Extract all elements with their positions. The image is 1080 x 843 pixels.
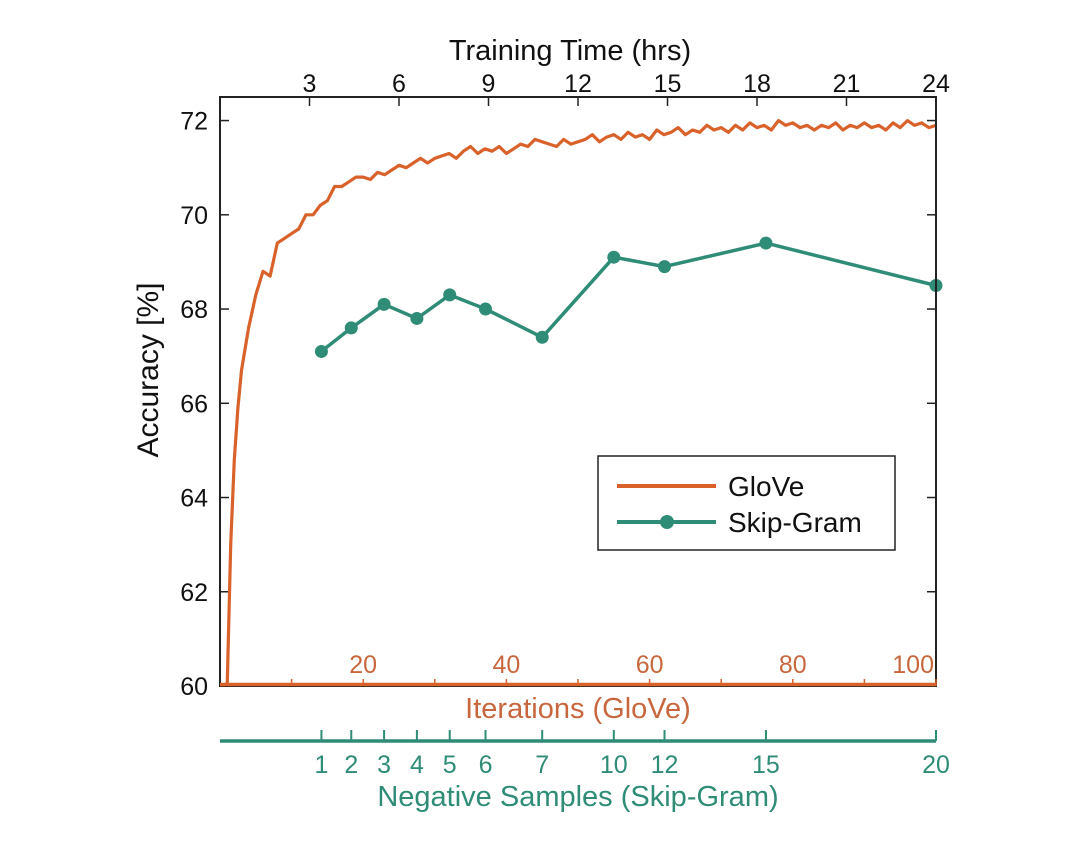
skipgram-point: [607, 250, 621, 264]
skipgram-point: [377, 297, 391, 311]
y-tick-label: 70: [180, 202, 208, 230]
skipgram-tick-label: 2: [344, 751, 358, 779]
y-axis-title: Accuracy [%]: [132, 282, 165, 457]
legend-glove-label: GloVe: [728, 471, 804, 502]
y-axis-ticks: 60 62 64 66 68 70 72: [180, 108, 936, 701]
skipgram-tick-label: 20: [922, 751, 950, 779]
y-tick-label: 66: [180, 390, 208, 418]
glove-axis-ticks: 20 40 60 80 100: [220, 651, 937, 687]
skipgram-tick-label: 12: [651, 751, 679, 779]
skipgram-tick-label: 1: [314, 751, 328, 779]
glove-tick-label: 80: [779, 651, 807, 679]
y-tick-label: 60: [180, 673, 208, 701]
skipgram-tick-label: 7: [535, 751, 549, 779]
legend-box: [597, 455, 896, 551]
top-tick-label: 12: [564, 70, 592, 98]
top-tick-label: 15: [654, 70, 682, 98]
skipgram-point: [759, 236, 773, 250]
y-tick-label: 68: [180, 296, 208, 324]
glove-series-line: [225, 118, 937, 687]
glove-axis-title: Iterations (GloVe): [465, 693, 691, 725]
y-tick-label: 72: [180, 108, 208, 136]
skipgram-axis-ticks: 1 2 3 4 5 6 7 10 12 15 20: [314, 730, 950, 779]
skipgram-series-line: [320, 241, 937, 353]
plot-frame: [219, 96, 937, 687]
skipgram-tick-label: 15: [752, 751, 780, 779]
skipgram-axis-title: Negative Samples (Skip-Gram): [377, 781, 778, 813]
skipgram-tick-label: 6: [479, 751, 493, 779]
legend: GloVe Skip-Gram: [597, 455, 896, 551]
skipgram-point: [410, 311, 424, 325]
skipgram-point: [443, 288, 457, 302]
legend-skipgram-marker: [660, 515, 674, 529]
glove-tick-label: 60: [636, 651, 664, 679]
skipgram-tick-label: 4: [410, 751, 424, 779]
skipgram-tick-label: 5: [443, 751, 457, 779]
glove-tick-label: 40: [492, 651, 520, 679]
top-axis-title: Training Time (hrs): [449, 35, 691, 67]
skipgram-point: [658, 260, 672, 274]
glove-tick-label: 20: [349, 651, 377, 679]
skipgram-tick-label: 3: [377, 751, 391, 779]
top-tick-label: 18: [743, 70, 771, 98]
top-tick-label: 21: [833, 70, 861, 98]
top-axis-ticks: 3 6 9 12 15 18 21 24: [303, 70, 950, 106]
top-tick-label: 24: [922, 70, 950, 98]
skipgram-point: [535, 330, 549, 344]
y-tick-label: 62: [180, 579, 208, 607]
skipgram-point: [344, 321, 358, 335]
series-layer: [225, 118, 943, 687]
skipgram-point: [479, 302, 493, 316]
top-tick-label: 9: [482, 70, 496, 98]
legend-skipgram-label: Skip-Gram: [728, 507, 862, 538]
skipgram-point: [314, 344, 328, 358]
skipgram-tick-label: 10: [600, 751, 628, 779]
top-tick-label: 3: [303, 70, 317, 98]
glove-tick-label: 100: [892, 651, 934, 679]
y-tick-label: 64: [180, 485, 208, 513]
top-tick-label: 6: [392, 70, 406, 98]
